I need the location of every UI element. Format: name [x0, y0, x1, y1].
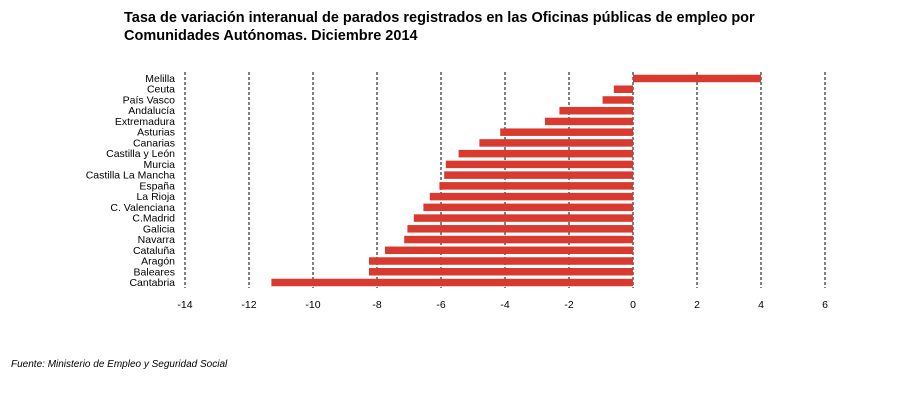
category-label-3: Andalucía	[128, 105, 175, 117]
chart-title-line-1: Tasa de variación interanual de parados …	[124, 10, 755, 26]
bar-11	[429, 192, 633, 201]
bar-9	[444, 171, 633, 179]
bar-0	[633, 74, 761, 83]
category-label-17: Aragón	[141, 256, 175, 268]
chart-title: Tasa de variación interanual de parados …	[124, 9, 824, 45]
bar-6	[479, 139, 633, 147]
bar-7	[458, 149, 633, 158]
x-tick-label-8: 2	[694, 299, 700, 311]
x-tick-label-10: 6	[822, 299, 828, 311]
category-label-8: Murcia	[143, 159, 175, 171]
bar-15	[404, 235, 633, 244]
category-label-16: Cataluña	[133, 245, 175, 257]
chart-title-line-2: Comunidades Autónomas. Diciembre 2014	[124, 28, 418, 44]
bar-13	[413, 214, 633, 222]
category-label-2: País Vasco	[123, 94, 175, 106]
bar-17	[369, 257, 633, 265]
bar-14	[407, 225, 633, 233]
bar-18	[369, 268, 633, 276]
x-tick-label-0: -14	[177, 299, 192, 311]
category-label-18: Baleares	[134, 266, 175, 278]
bar-5	[500, 128, 633, 136]
x-tick-label-4: -6	[436, 299, 445, 311]
x-tick-label-6: -2	[564, 299, 573, 311]
bar-19	[271, 278, 633, 287]
bar-1	[613, 85, 633, 93]
bar-3	[559, 106, 633, 115]
x-tick-label-5: -4	[500, 299, 509, 311]
x-tick-label-2: -10	[305, 299, 320, 311]
bar-2	[602, 96, 633, 104]
x-tick-label-7: 0	[630, 299, 636, 311]
category-label-5: Asturias	[137, 127, 175, 139]
category-label-4: Extremadura	[115, 116, 175, 128]
category-label-19: Cantabria	[129, 277, 175, 289]
category-label-13: C.Madrid	[132, 213, 175, 225]
bar-4	[545, 117, 633, 126]
category-label-14: Galicia	[143, 223, 175, 235]
category-label-7: Castilla y León	[106, 148, 175, 160]
category-label-9: Castilla La Mancha	[86, 170, 175, 182]
bar-8	[445, 160, 633, 169]
bar-16	[385, 246, 633, 255]
category-label-6: Canarias	[133, 137, 175, 149]
category-label-0: Melilla	[145, 73, 175, 85]
category-label-1: Ceuta	[147, 84, 175, 96]
x-tick-label-9: 4	[758, 299, 764, 311]
category-label-15: Navarra	[138, 234, 176, 246]
category-label-12: C. Valenciana	[110, 202, 175, 214]
category-label-11: La Rioja	[136, 191, 175, 203]
bar-12	[423, 203, 633, 212]
bar-10	[439, 182, 633, 190]
source-note: Fuente: Ministerio de Empleo y Seguridad…	[11, 359, 228, 370]
x-tick-label-3: -8	[372, 299, 381, 311]
x-tick-label-1: -12	[241, 299, 256, 311]
category-label-10: España	[139, 180, 175, 192]
